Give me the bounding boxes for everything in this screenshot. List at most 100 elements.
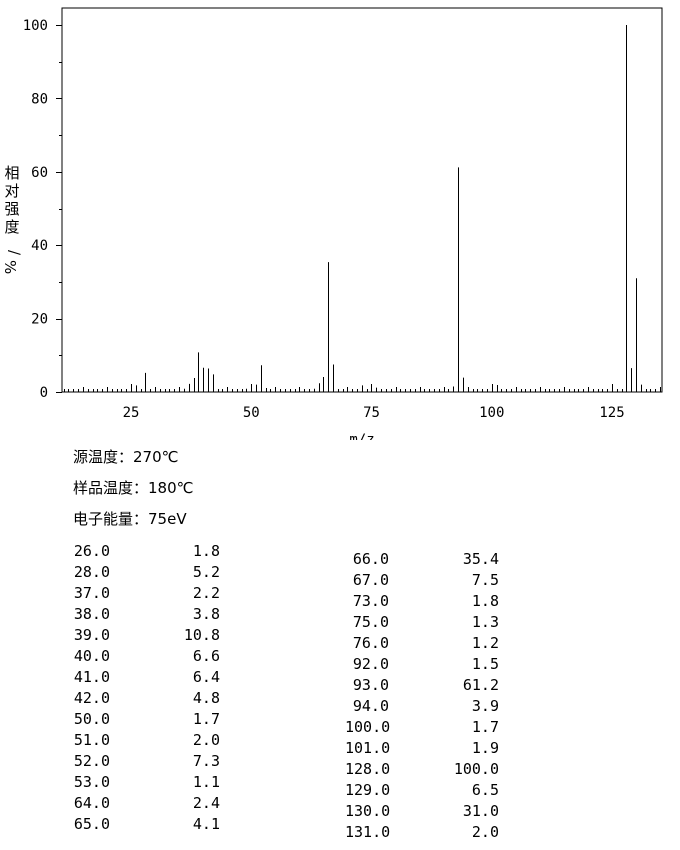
- mz-value: 73.0: [352, 592, 389, 610]
- intensity-value: 100.0: [453, 760, 499, 778]
- mz-value: 37.0: [73, 584, 110, 602]
- y-axis-label: 相对强度/%: [1, 164, 24, 274]
- y-tick-label: 40: [31, 238, 48, 254]
- intensity-value: 1.9: [471, 739, 499, 757]
- mz-value: 66.0: [352, 550, 389, 568]
- mz-value: 131.0: [345, 823, 391, 841]
- peak-table-row: 41.0 6.4: [66, 667, 220, 688]
- intensity-value: 6.6: [192, 647, 220, 665]
- mz-value: 39.0: [73, 626, 110, 644]
- plot-frame: [61, 7, 663, 393]
- peak-table-row: 101.0 1.9: [345, 738, 499, 759]
- peak-table-row: 42.0 4.8: [66, 688, 220, 709]
- peak-table-row: 65.0 4.1: [66, 814, 220, 835]
- intensity-value: 1.8: [192, 542, 220, 560]
- mz-value: 129.0: [345, 781, 391, 799]
- intensity-value: 3.8: [192, 605, 220, 623]
- x-tick-label: 50: [243, 405, 260, 421]
- peak-table-left: 26.0 1.8 28.0 5.2 37.0 2.2 38.0 3.8 39.0 10.8 40.0…: [66, 541, 220, 835]
- x-tick-label: 100: [479, 405, 504, 421]
- mz-value: 65.0: [73, 815, 110, 833]
- intensity-value: 35.4: [462, 550, 499, 568]
- intensity-value: 61.2: [462, 676, 499, 694]
- intensity-value: 1.5: [471, 655, 499, 673]
- intensity-value: 4.1: [192, 815, 220, 833]
- peaks-group: [68, 25, 642, 392]
- peak-table-row: 73.0 1.8: [345, 591, 499, 612]
- mz-value: 67.0: [352, 571, 389, 589]
- mz-value: 51.0: [73, 731, 110, 749]
- x-axis-ticks: 25 50 75 100 125: [64, 384, 661, 421]
- y-tick-label: 100: [23, 18, 48, 34]
- mz-value: 64.0: [73, 794, 110, 812]
- x-tick-label: 75: [363, 405, 380, 421]
- experiment-conditions: 源温度：270℃ 样品温度：180℃ 电子能量：75eV: [73, 442, 193, 535]
- mz-value: 38.0: [73, 605, 110, 623]
- intensity-value: 2.4: [192, 794, 220, 812]
- mz-value: 93.0: [352, 676, 389, 694]
- mz-value: 53.0: [73, 773, 110, 791]
- mz-value: 128.0: [345, 760, 391, 778]
- mz-value: 41.0: [73, 668, 110, 686]
- x-tick-label: 25: [123, 405, 140, 421]
- intensity-value: 7.5: [471, 571, 499, 589]
- y-axis-ticks: 0 20 40 60 80 100: [23, 18, 62, 401]
- peak-table-row: 100.0 1.7: [345, 717, 499, 738]
- mz-value: 28.0: [73, 563, 110, 581]
- mz-value: 76.0: [352, 634, 389, 652]
- peak-table-row: 75.0 1.3: [345, 612, 499, 633]
- y-tick-label: 80: [31, 91, 48, 107]
- intensity-value: 10.8: [183, 626, 220, 644]
- electron-energy: 电子能量：75eV: [73, 510, 187, 528]
- intensity-value: 31.0: [462, 802, 499, 820]
- mass-spectrum-chart: 25 50 75 100 125 0 20 40 60 80 100 m/z 相对强度/%: [1, 7, 663, 440]
- mz-value: 40.0: [73, 647, 110, 665]
- peak-table-row: 128.0 100.0: [345, 759, 499, 780]
- mz-value: 75.0: [352, 613, 389, 631]
- peak-table-row: 28.0 5.2: [66, 562, 220, 583]
- peak-table-row: 66.0 35.4: [345, 549, 499, 570]
- peak-table-row: 67.0 7.5: [345, 570, 499, 591]
- intensity-value: 1.7: [471, 718, 499, 736]
- peak-table-row: 37.0 2.2: [66, 583, 220, 604]
- y-tick-label: 0: [40, 385, 48, 401]
- intensity-value: 2.0: [192, 731, 220, 749]
- intensity-value: 4.8: [192, 689, 220, 707]
- intensity-value: 1.2: [471, 634, 499, 652]
- source-temperature: 源温度：270℃: [73, 448, 179, 466]
- sample-temperature: 样品温度：180℃: [73, 479, 194, 497]
- peak-table-row: 38.0 3.8: [66, 604, 220, 625]
- mz-value: 100.0: [345, 718, 391, 736]
- peak-table-row: 130.0 31.0: [345, 801, 499, 822]
- intensity-value: 2.0: [471, 823, 499, 841]
- peak-table-row: 131.0 2.0: [345, 822, 499, 843]
- peak-table-row: 51.0 2.0: [66, 730, 220, 751]
- peak-table-row: 129.0 6.5: [345, 780, 499, 801]
- intensity-value: 1.1: [192, 773, 220, 791]
- peak-table-row: 76.0 1.2: [345, 633, 499, 654]
- mz-value: 50.0: [73, 710, 110, 728]
- peak-table-row: 53.0 1.1: [66, 772, 220, 793]
- peak-table-row: 92.0 1.5: [345, 654, 499, 675]
- intensity-value: 6.5: [471, 781, 499, 799]
- intensity-value: 6.4: [192, 668, 220, 686]
- y-tick-label: 60: [31, 165, 48, 181]
- intensity-value: 2.2: [192, 584, 220, 602]
- peak-table-row: 26.0 1.8: [66, 541, 220, 562]
- peak-table-row: 50.0 1.7: [66, 709, 220, 730]
- peak-table-row: 39.0 10.8: [66, 625, 220, 646]
- y-tick-label: 20: [31, 312, 48, 328]
- peak-table-row: 94.0 3.9: [345, 696, 499, 717]
- x-axis-label: m/z: [349, 432, 374, 440]
- intensity-value: 1.8: [471, 592, 499, 610]
- mz-value: 26.0: [73, 542, 110, 560]
- intensity-value: 3.9: [471, 697, 499, 715]
- intensity-value: 7.3: [192, 752, 220, 770]
- peak-table-row: 40.0 6.6: [66, 646, 220, 667]
- peak-table-row: 64.0 2.4: [66, 793, 220, 814]
- mz-value: 94.0: [352, 697, 389, 715]
- mz-value: 101.0: [345, 739, 391, 757]
- peak-table-row: 52.0 7.3: [66, 751, 220, 772]
- x-tick-label: 125: [599, 405, 624, 421]
- intensity-value: 1.3: [471, 613, 499, 631]
